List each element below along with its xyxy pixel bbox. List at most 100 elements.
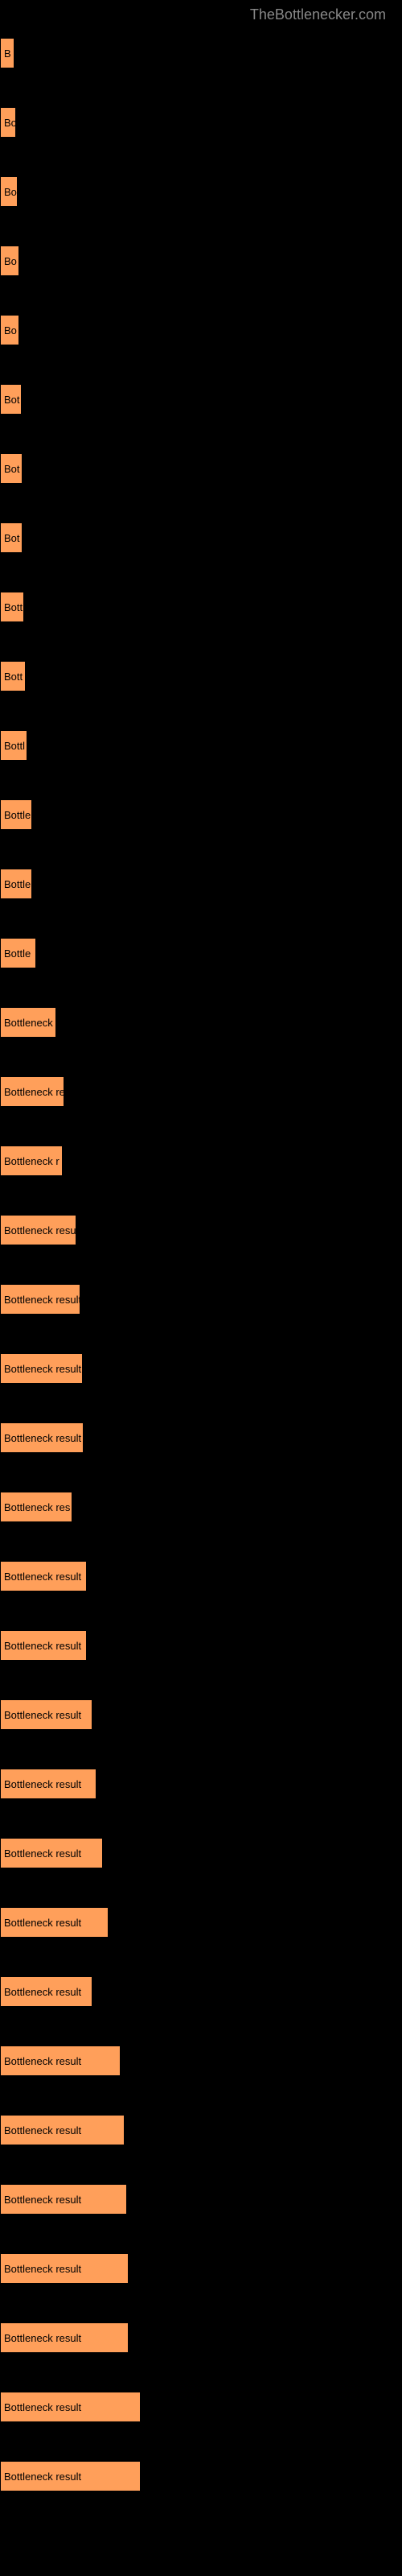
bar-label: Bottleneck result [4,1571,81,1583]
bar-label: Bottleneck result [4,1363,81,1375]
bar-row: Bottleneck result [0,1976,402,2007]
chart-bar: Bottleneck result [0,2115,125,2145]
bar-row: Bottleneck result [0,1699,402,1730]
site-title: TheBottlenecker.com [250,6,386,23]
chart-bar: Bottleneck result [0,1561,87,1591]
bar-row: Bottl [0,730,402,761]
bar-row: Bottleneck res [0,1492,402,1522]
bar-label: Bot [4,394,20,406]
bar-row: Bottleneck r [0,1146,402,1176]
bar-label: Bottle [4,947,31,960]
chart-bar: Bo [0,246,19,276]
chart-bar: Bottleneck result [0,2461,141,2491]
bar-label: Bottleneck res [4,1501,70,1513]
bar-label: Bottleneck r [4,1155,59,1167]
bar-label: Bottleneck result [4,1778,81,1790]
site-header: TheBottlenecker.com [0,0,402,30]
chart-bar: Bottleneck result [0,2322,129,2353]
bar-row: Bottleneck result [0,2392,402,2422]
bar-row: Bottleneck result [0,1769,402,1799]
chart-bar: Bottleneck [0,1007,56,1038]
bar-label: Bottleneck result [4,1224,76,1236]
bar-row: Bottle [0,799,402,830]
bar-row: Bott [0,661,402,691]
bar-label: Bottleneck result [4,2055,81,2067]
bar-label: Bottleneck result [4,1432,81,1444]
chart-bar: Bottleneck res [0,1492,72,1522]
bar-row: Bottleneck result [0,2115,402,2145]
chart-bar: Bot [0,384,22,415]
bar-row: Bo [0,246,402,276]
bar-label: Bottleneck result [4,2194,81,2206]
bar-row: Bo [0,315,402,345]
bar-label: Bot [4,532,20,544]
chart-bar: Bo [0,176,18,207]
bar-row: Bot [0,522,402,553]
bar-label: Bottleneck result [4,1640,81,1652]
bar-row: Bo [0,176,402,207]
chart-bar: Bottleneck result [0,1353,83,1384]
chart-bar: Bott [0,592,24,622]
chart-bar: Bottle [0,938,36,968]
bar-row: Bottleneck [0,1007,402,1038]
bar-row: Bottleneck re [0,1076,402,1107]
chart-bar: Bottleneck result [0,1907,109,1938]
bar-row: Bottleneck result [0,2322,402,2353]
bar-label: Bottleneck result [4,2471,81,2483]
bar-label: Bottleneck result [4,2124,81,2136]
bar-row: B [0,38,402,68]
bar-row: Bottleneck result [0,1422,402,1453]
bar-label: Bott [4,601,23,613]
bar-label: Bo [4,117,16,129]
bar-row: Bottleneck result [0,2461,402,2491]
chart-bar: Bottleneck result [0,1215,76,1245]
bar-label: Bott [4,671,23,683]
bar-label: Bottleneck result [4,2332,81,2344]
bar-row: Bottleneck result [0,1353,402,1384]
bar-label: Bottleneck [4,1017,53,1029]
chart-bar: Bottleneck result [0,1769,96,1799]
chart-bar: Bottl [0,730,27,761]
chart-bar: Bottleneck result [0,1699,92,1730]
chart-bar: Bott [0,661,26,691]
bar-row: Bott [0,592,402,622]
chart-bar: Bottleneck result [0,2392,141,2422]
bar-row: Bottleneck result [0,1215,402,1245]
chart-bar: Bot [0,453,23,484]
bar-label: Bo [4,255,17,267]
chart-bar: Bottleneck result [0,2046,121,2076]
bar-row: Bottle [0,869,402,899]
chart-bar: Bottle [0,869,32,899]
bar-label: Bottleneck result [4,2401,81,2413]
bar-label: Bottleneck result [4,2263,81,2275]
bar-row: Bottleneck result [0,1907,402,1938]
chart-bar: Bottleneck re [0,1076,64,1107]
bar-label: Bottleneck result [4,1294,80,1306]
bar-row: Bot [0,384,402,415]
bar-label: Bottleneck re [4,1086,64,1098]
bar-label: Bo [4,324,17,336]
bar-row: Bottleneck result [0,1561,402,1591]
chart-bar: Bottleneck result [0,1630,87,1661]
bar-row: Bottleneck result [0,2046,402,2076]
chart-bar: B [0,38,14,68]
bar-row: Bottleneck result [0,2184,402,2215]
bar-row: Bottleneck result [0,2253,402,2284]
bar-label: B [4,47,11,60]
bar-row: Bottle [0,938,402,968]
chart-bar: Bottle [0,799,32,830]
bar-row: Bo [0,107,402,138]
bar-label: Bottleneck result [4,1986,81,1998]
bar-row: Bot [0,453,402,484]
chart-bar: Bottleneck result [0,1976,92,2007]
bar-row: Bottleneck result [0,1284,402,1315]
bar-label: Bottle [4,878,31,890]
bar-label: Bottleneck result [4,1847,81,1860]
bar-label: Bottl [4,740,25,752]
chart-bar: Bo [0,107,16,138]
bar-row: Bottleneck result [0,1630,402,1661]
chart-bar: Bottleneck result [0,2253,129,2284]
chart-bar: Bo [0,315,19,345]
chart-bar: Bot [0,522,23,553]
chart-bar: Bottleneck r [0,1146,63,1176]
